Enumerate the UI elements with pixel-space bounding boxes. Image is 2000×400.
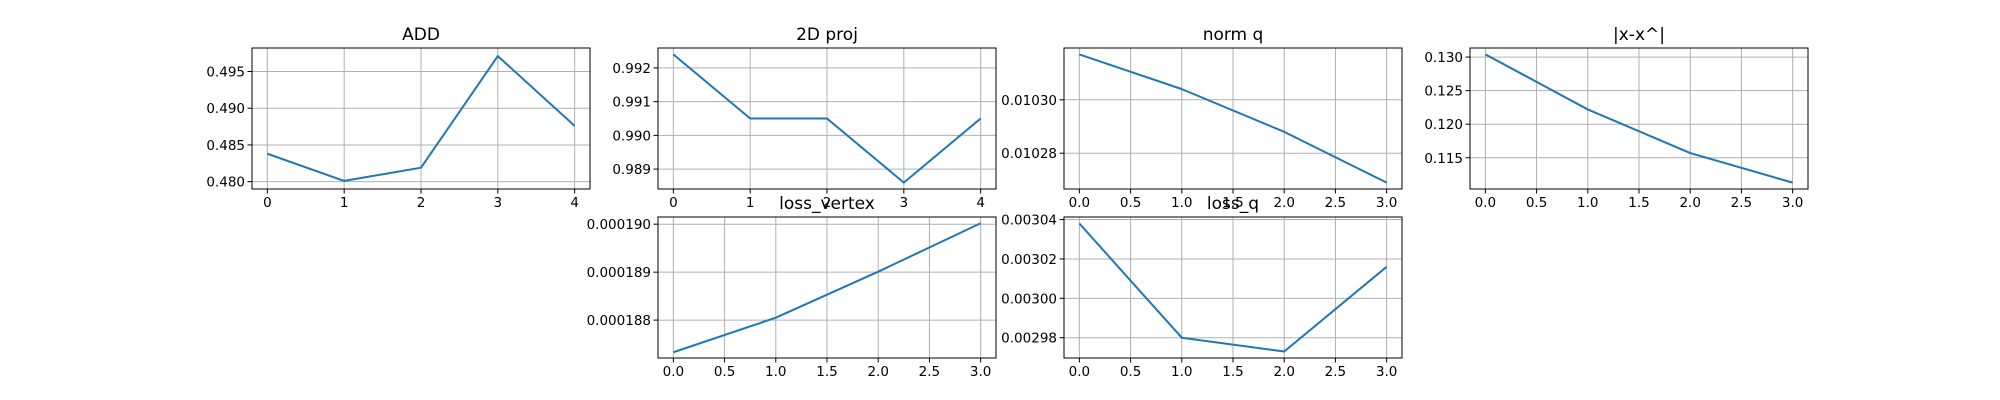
x-tick-label: 2 [823, 195, 832, 211]
x-tick-label: 2.0 [1679, 195, 1700, 211]
y-tick-label: 0.991 [612, 95, 651, 111]
x-tick-label: 4 [570, 195, 579, 211]
y-tick-label: 0.125 [1424, 84, 1463, 100]
y-tick-label: 0.000190 [587, 217, 651, 233]
series-line [1079, 53, 1388, 184]
x-tick-label: 2 [417, 195, 426, 211]
x-tick-label: 3 [494, 195, 503, 211]
x-tick-label: 0.0 [1069, 364, 1090, 380]
x-tick-label: 0.0 [1475, 195, 1496, 211]
y-tick-label: 0.00298 [1001, 331, 1057, 347]
subplot-4: 0.0 0.5 1.0 1.5 2.0 2.5 3.0 0.115 0.120 0.125 0.13… [1424, 25, 1809, 211]
y-tick-label: 0.00300 [1001, 291, 1057, 307]
x-tick-label: 0.5 [714, 364, 735, 380]
x-tick-label: 3.0 [1376, 195, 1397, 211]
y-tick-label: 0.00304 [1001, 213, 1057, 229]
y-tick-label: 0.480 [206, 175, 245, 191]
x-tick-label: 0.5 [1120, 364, 1141, 380]
y-tick-label: 0.115 [1424, 151, 1463, 167]
x-tick-label: 0.5 [1526, 195, 1547, 211]
y-tick-label: 0.01028 [1001, 146, 1057, 162]
x-tick-label: 2.0 [1273, 195, 1294, 211]
y-tick-label: 0.495 [206, 65, 245, 81]
chart-title: 2D proj [796, 25, 858, 45]
series-line [1484, 53, 1793, 184]
x-tick-label: 2.5 [919, 364, 940, 380]
x-tick-label: 2.5 [1731, 195, 1752, 211]
x-tick-label: 2.5 [1325, 195, 1346, 211]
x-tick-label: 3 [900, 195, 909, 211]
x-tick-label: 0 [263, 195, 272, 211]
y-tick-label: 0.120 [1424, 117, 1463, 133]
x-tick-label: 1.5 [1222, 364, 1243, 380]
x-tick-label: 1.0 [765, 364, 786, 380]
x-tick-label: 1.0 [1577, 195, 1598, 211]
series-line [1078, 222, 1388, 353]
x-tick-label: 2.0 [867, 364, 888, 380]
y-tick-label: 0.000189 [587, 265, 651, 281]
x-tick-label: 0.0 [1069, 195, 1090, 211]
x-tick-label: 1 [746, 195, 755, 211]
x-tick-label: 2.0 [1273, 364, 1294, 380]
chart-title: ADD [402, 25, 440, 45]
y-tick-label: 0.01030 [1001, 93, 1057, 109]
y-tick-label: 0.485 [206, 138, 245, 154]
x-tick-label: 3.0 [1782, 195, 1803, 211]
x-tick-label: 2.5 [1325, 364, 1346, 380]
y-tick-label: 0.992 [612, 61, 651, 77]
x-tick-label: 0.0 [663, 364, 684, 380]
y-tick-label: 0.00302 [1001, 252, 1057, 268]
x-tick-label: 4 [976, 195, 985, 211]
chart-title: loss_q [1207, 194, 1259, 214]
series-line [673, 222, 982, 354]
x-tick-label: 3.0 [970, 364, 991, 380]
x-tick-label: 1.0 [1171, 195, 1192, 211]
y-tick-label: 0.989 [612, 162, 651, 178]
chart-title: norm q [1203, 25, 1264, 45]
chart-title: loss_vertex [779, 194, 875, 214]
y-tick-label: 0.990 [612, 128, 651, 144]
x-tick-label: 0.5 [1120, 195, 1141, 211]
x-tick-label: 0 [669, 195, 678, 211]
y-tick-label: 0.000188 [587, 313, 651, 329]
subplot-6: 0.0 0.5 1.0 1.5 2.0 2.5 3.0 0.00298 0.00300 0.003… [1001, 194, 1403, 380]
x-tick-label: 1.5 [1628, 195, 1649, 211]
x-tick-label: 1.5 [1222, 195, 1243, 211]
x-tick-label: 1.5 [816, 364, 837, 380]
x-tick-label: 3.0 [1376, 364, 1397, 380]
subplot-1: 0 1 2 3 4 0.480 0.485 0.490 0.495 ADD [206, 25, 591, 211]
chart-title: |x-x^| [1613, 25, 1665, 45]
subplot-3: 0.0 0.5 1.0 1.5 2.0 2.5 3.0 0.01028 0.01030 norm … [1001, 25, 1403, 211]
y-tick-label: 0.130 [1424, 50, 1463, 66]
subplot-5: 0.0 0.5 1.0 1.5 2.0 2.5 3.0 0.000188 0.000189 0.0… [587, 194, 997, 380]
x-tick-label: 1.0 [1171, 364, 1192, 380]
y-tick-label: 0.490 [206, 101, 245, 117]
x-tick-label: 1 [340, 195, 349, 211]
subplot-2: 0 1 2 3 4 0.989 0.990 0.991 0.992 2D proj [612, 25, 997, 211]
